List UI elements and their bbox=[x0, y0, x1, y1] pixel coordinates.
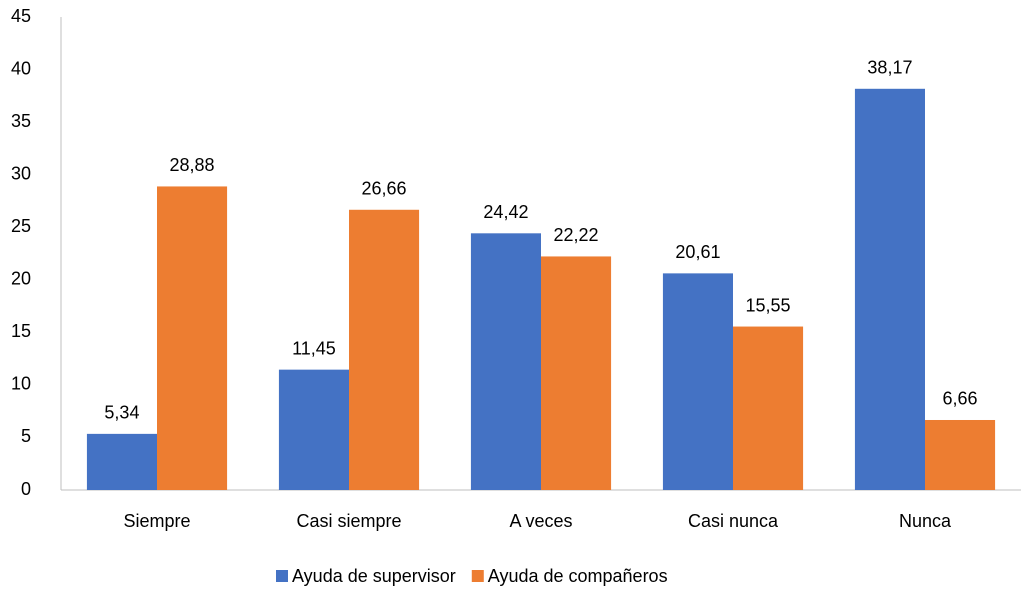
bar bbox=[349, 209, 420, 490]
y-tick-label: 40 bbox=[11, 58, 31, 78]
y-tick-label: 35 bbox=[11, 111, 31, 131]
data-label: 38,17 bbox=[867, 58, 912, 78]
bar bbox=[157, 186, 228, 490]
data-label: 15,55 bbox=[746, 295, 791, 315]
data-label: 5,34 bbox=[104, 403, 139, 423]
legend-label: Ayuda de supervisor bbox=[292, 566, 456, 586]
x-tick-label: Casi siempre bbox=[296, 511, 401, 531]
bar bbox=[278, 369, 349, 490]
x-tick-label: Siempre bbox=[123, 511, 190, 531]
data-label: 28,88 bbox=[170, 155, 215, 175]
data-label: 24,42 bbox=[483, 202, 528, 222]
y-tick-label: 20 bbox=[11, 269, 31, 289]
x-tick-label: Casi nunca bbox=[688, 511, 779, 531]
x-tick-label: A veces bbox=[509, 511, 572, 531]
bar bbox=[854, 88, 925, 490]
bar bbox=[541, 256, 612, 490]
y-tick-label: 45 bbox=[11, 6, 31, 26]
bar bbox=[470, 233, 541, 490]
bar bbox=[925, 419, 996, 490]
bar bbox=[86, 433, 157, 490]
legend-label: Ayuda de compañeros bbox=[488, 566, 668, 586]
y-tick-label: 25 bbox=[11, 216, 31, 236]
y-tick-label: 30 bbox=[11, 163, 31, 183]
y-tick-label: 0 bbox=[21, 479, 31, 499]
bar bbox=[662, 273, 733, 490]
data-label: 6,66 bbox=[943, 389, 978, 409]
data-label: 26,66 bbox=[362, 179, 407, 199]
legend-swatch bbox=[276, 570, 288, 582]
y-tick-label: 10 bbox=[11, 374, 31, 394]
y-tick-label: 15 bbox=[11, 321, 31, 341]
x-tick-label: Nunca bbox=[899, 511, 952, 531]
data-label: 11,45 bbox=[292, 338, 336, 358]
legend-swatch bbox=[471, 570, 484, 582]
bar bbox=[733, 326, 804, 490]
data-label: 22,22 bbox=[554, 225, 599, 245]
y-tick-label: 5 bbox=[21, 426, 31, 446]
data-label: 20,61 bbox=[675, 242, 720, 262]
